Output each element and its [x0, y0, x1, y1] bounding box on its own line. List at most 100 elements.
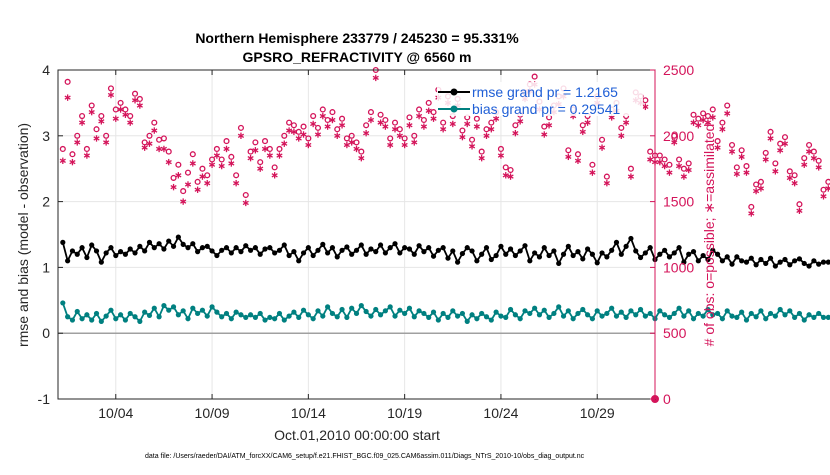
asterisk-stroke [367, 117, 375, 123]
assimilated-obs-marker [502, 172, 509, 179]
assimilated-obs-marker [815, 164, 822, 171]
bias-point [325, 304, 331, 310]
possible-obs-marker [324, 116, 331, 124]
possible-obs-marker [810, 148, 817, 155]
assimilated-obs-marker [512, 129, 519, 137]
bias-point [296, 314, 302, 321]
assimilated-obs-marker [671, 139, 678, 146]
bias-point [801, 317, 807, 323]
assimilated-obs-marker [131, 97, 139, 104]
assimilated-obs-marker [305, 141, 312, 149]
bias-point [214, 309, 220, 315]
bias-point [527, 310, 533, 317]
rmse-point [623, 243, 629, 249]
asterisk-stroke [286, 128, 293, 133]
rmse-point [315, 247, 321, 253]
rmse-point [108, 245, 114, 251]
possible-obs-marker [391, 119, 399, 126]
asterisk-stroke [757, 186, 765, 191]
bias-point [300, 307, 307, 313]
rmse-point [714, 251, 721, 257]
rmse-point [483, 245, 490, 251]
bias-point [98, 318, 104, 324]
possible-obs-marker [334, 126, 341, 133]
asterisk-stroke [387, 142, 394, 148]
possible-obs-marker [64, 78, 71, 85]
rmse-point [594, 260, 600, 266]
bias-point [397, 307, 403, 313]
asterisk-stroke [661, 163, 668, 169]
asterisk-stroke [598, 145, 606, 150]
possible-obs-marker [425, 99, 432, 106]
bias-point [166, 307, 172, 313]
rmse-point [787, 262, 793, 268]
rmse-point [719, 258, 726, 264]
possible-obs-marker [618, 124, 625, 131]
asterisk-stroke [372, 75, 379, 81]
asterisk-stroke [69, 159, 76, 165]
possible-obs-marker [69, 151, 76, 158]
assimilated-obs-marker [738, 153, 745, 161]
assimilated-obs-marker [545, 122, 553, 129]
rmse-point [642, 250, 648, 256]
assimilated-obs-marker [805, 148, 813, 155]
possible-obs-marker [666, 161, 673, 168]
possible-obs-marker [141, 139, 148, 146]
assimilated-obs-marker [247, 154, 254, 162]
assimilated-obs-marker [74, 139, 81, 146]
assimilated-obs-marker [796, 207, 803, 215]
asterisk-stroke [473, 124, 480, 129]
assimilated-obs-marker [584, 119, 591, 126]
possible-obs-marker [772, 160, 779, 167]
rmse-point [257, 251, 263, 257]
bias-point [700, 313, 706, 319]
rmse-point [820, 259, 827, 265]
rmse-point [609, 247, 615, 253]
asterisk-stroke [589, 170, 596, 175]
bias-point [103, 313, 109, 319]
assimilated-obs-marker [199, 173, 206, 180]
rmse-point [166, 238, 172, 244]
assimilated-obs-marker [208, 161, 216, 168]
possible-obs-marker [781, 134, 789, 141]
asterisk-stroke [719, 127, 726, 132]
assimilated-obs-marker [112, 115, 119, 122]
possible-obs-marker [502, 164, 509, 171]
bias-point [137, 318, 143, 324]
bias-point [228, 316, 234, 322]
rmse-point [310, 252, 316, 259]
rmse-point [686, 251, 692, 257]
asterisk-stroke [165, 159, 172, 165]
possible-obs-marker [411, 132, 418, 139]
asterisk-stroke [608, 115, 615, 120]
asterisk-stroke [502, 173, 509, 178]
bias-point [435, 317, 441, 323]
rmse-point [507, 246, 514, 252]
right-y-axis-label: # of obs: o=possible; ∗=assimilated [701, 124, 717, 347]
possible-obs-marker [820, 186, 827, 193]
asterisk-stroke [728, 149, 736, 154]
assimilated-obs-marker [165, 158, 172, 166]
rmse-point [320, 241, 326, 247]
rmse-point [402, 245, 408, 251]
possible-obs-marker [603, 173, 610, 180]
possible-obs-marker [165, 148, 172, 155]
assimilated-obs-marker [801, 161, 808, 168]
bias-point [469, 312, 475, 318]
asterisk-stroke [310, 121, 317, 127]
assimilated-obs-marker [623, 119, 630, 126]
assimilated-obs-marker [541, 131, 548, 138]
rmse-point [161, 246, 167, 252]
asterisk-stroke [425, 108, 432, 113]
possible-obs-marker [671, 132, 678, 139]
assimilated-obs-marker [690, 119, 697, 126]
rmse-point [204, 243, 210, 249]
possible-obs-marker [213, 145, 220, 153]
asterisk-stroke [382, 124, 389, 129]
assimilated-obs-marker [440, 126, 447, 133]
rmse-point [782, 256, 788, 263]
rmse-point [363, 251, 369, 257]
rmse-point [647, 245, 653, 251]
possible-obs-marker [290, 122, 297, 129]
